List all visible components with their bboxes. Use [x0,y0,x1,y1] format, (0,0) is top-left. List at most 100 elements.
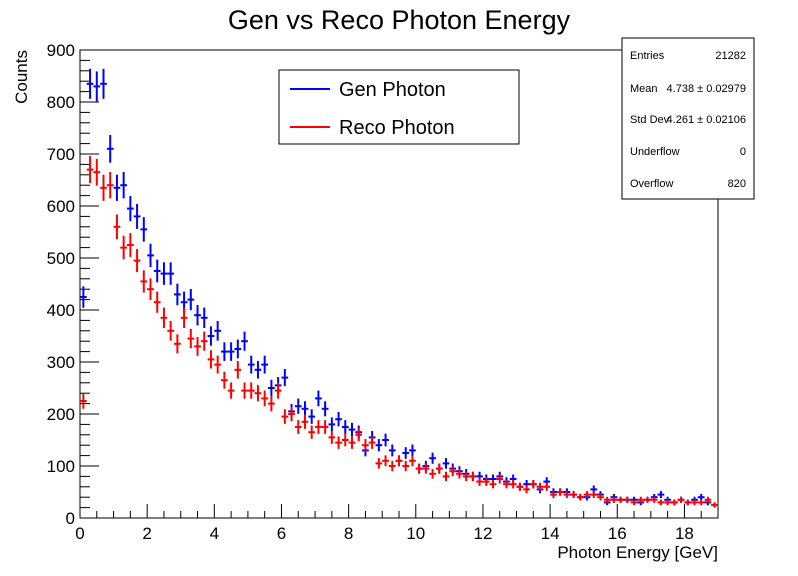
data-point [261,390,269,407]
legend-gen-label: Gen Photon [339,79,446,101]
data-point [697,493,705,501]
data-point [281,409,289,424]
data-point [409,455,416,467]
data-point [543,482,551,491]
data-point [529,480,537,489]
data-point [254,385,262,402]
data-point [106,134,114,163]
data-point [274,382,282,399]
data-point [301,414,309,429]
y-tick-label: 700 [47,145,75,164]
stats-entries-label: Entries [630,50,665,62]
data-point [174,283,181,306]
data-point [449,466,457,477]
data-point [610,496,618,503]
data-point [691,499,698,506]
y-axis-label: Counts [12,50,31,104]
data-point [341,433,349,447]
data-point [395,455,403,467]
legend-reco-label: Reco Photon [339,117,455,139]
legend-box [278,69,520,145]
y-tick-label: 300 [47,353,75,372]
data-point [348,436,356,449]
data-point [328,417,336,432]
data-point [194,336,201,356]
data-point [261,355,269,374]
data-point [489,480,497,489]
data-point [550,491,557,499]
data-point [388,460,396,472]
data-point [147,278,154,301]
y-tick-label: 200 [47,405,75,424]
data-point [442,458,450,469]
stats-mean-label: Mean [630,83,658,95]
data-point [623,496,631,503]
x-tick-label: 8 [344,524,353,543]
data-point [127,233,134,257]
data-point [563,491,571,499]
data-point [355,428,363,442]
data-point [288,406,295,422]
stats-overflow-label: Overflow [630,178,673,190]
data-point [597,493,604,501]
data-point [268,379,275,397]
data-point [93,158,101,186]
data-point [221,371,228,389]
data-point [583,491,591,499]
data-point [462,471,470,482]
data-point [711,502,718,508]
data-point [644,496,651,503]
data-point [140,270,148,293]
data-point [409,444,416,457]
data-point [80,393,87,409]
data-point [657,491,665,499]
data-point [120,172,128,199]
data-point [556,488,564,496]
x-tick-label: 14 [541,524,560,543]
data-point [523,485,530,494]
data-point [187,288,195,311]
data-point [113,214,121,240]
stats-overflow-value: 820 [728,178,746,190]
data-point [503,480,510,489]
data-point [590,491,598,499]
data-point [341,420,349,434]
data-point [241,331,248,351]
x-axis-label: Photon Energy [GeV] [557,543,718,562]
data-point [442,471,450,482]
data-point [388,444,396,457]
data-point [100,174,107,201]
data-point [476,477,483,486]
data-point [254,361,262,379]
data-point [140,217,148,242]
data-point [127,195,134,222]
data-point [664,499,671,506]
data-point [603,496,611,503]
data-point [153,291,161,313]
data-point [268,395,275,412]
data-point [415,463,423,474]
data-point [214,320,222,341]
data-point [375,458,383,469]
stats-stddev-label: Std Dev [630,114,670,126]
data-point [241,382,248,399]
x-tick-label: 10 [406,524,425,543]
data-point [80,286,87,308]
data-point [174,334,181,354]
data-point [570,491,577,499]
axes: 0 2 4 6 8 10 12 14 16 18 0 100 200 300 400 500 600 700 800… [47,41,719,543]
data-point [321,420,329,434]
stats-box: Entries 21282 Mean 4.738 ± 0.02979 Std D… [621,37,755,200]
x-tick-label: 0 [75,524,84,543]
data-point [167,320,175,341]
data-point [207,326,215,346]
data-point [194,304,201,326]
data-point [227,342,235,361]
data-point [435,463,443,474]
data-point [106,172,114,199]
data-point [402,447,410,459]
data-series [80,68,718,508]
data-point [704,496,712,503]
data-point [637,496,645,503]
data-point [160,262,168,285]
